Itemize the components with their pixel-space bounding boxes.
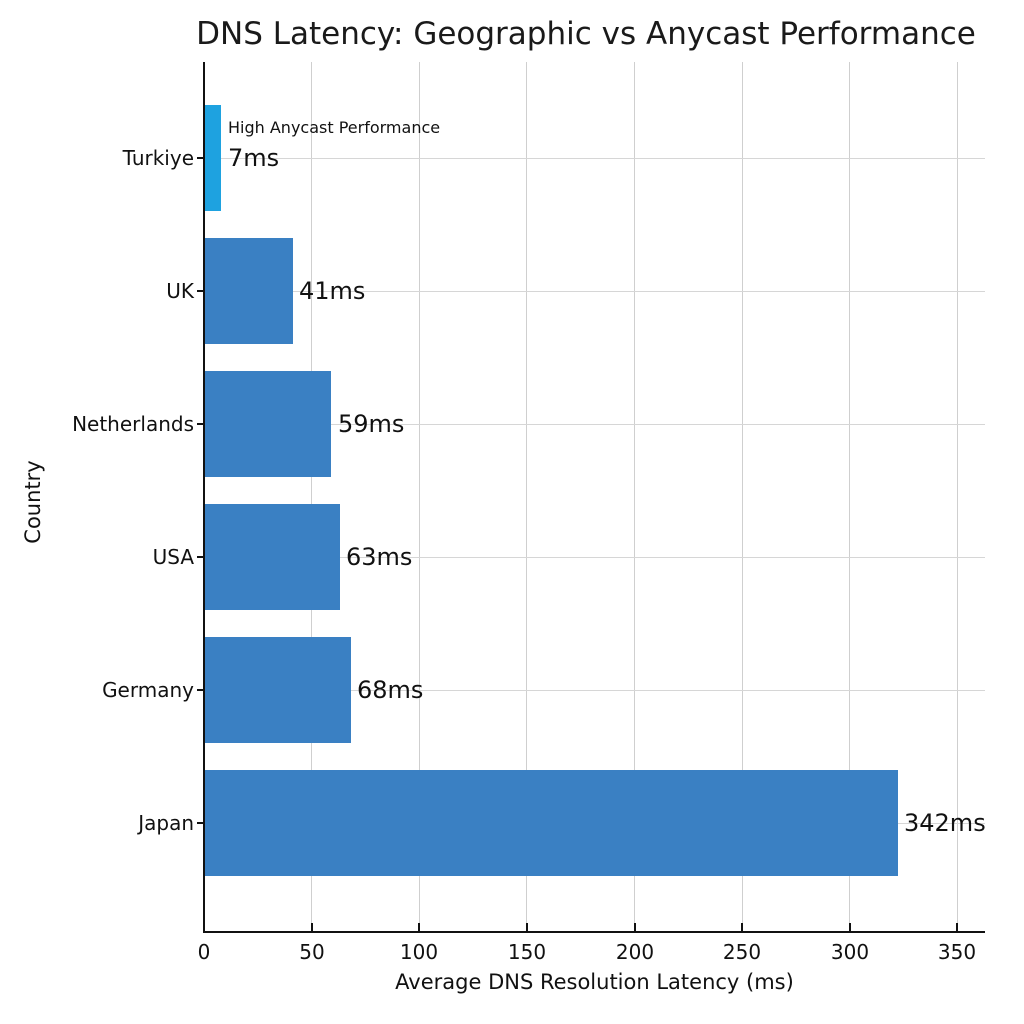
y-tick-mark xyxy=(197,423,204,425)
gridline-x-300 xyxy=(849,62,850,932)
gridline-x-250 xyxy=(742,62,743,932)
gridline-x-50 xyxy=(311,62,312,932)
x-tick-mark xyxy=(741,923,743,932)
gridline-x-100 xyxy=(419,62,420,932)
y-axis-line xyxy=(203,62,205,933)
bar-uk xyxy=(205,238,293,344)
y-tick-label-usa: USA xyxy=(152,545,194,569)
y-tick-label-japan: Japan xyxy=(138,811,194,835)
annotation-high-anycast: High Anycast Performance xyxy=(228,118,441,137)
gridline-y-uk xyxy=(204,291,985,292)
bar-usa xyxy=(205,504,340,610)
chart-title: DNS Latency: Geographic vs Anycast Perfo… xyxy=(196,16,976,52)
y-tick-label-germany: Germany xyxy=(102,678,194,702)
x-axis-label: Average DNS Resolution Latency (ms) xyxy=(395,970,794,994)
y-axis-label: Country xyxy=(21,460,45,544)
gridline-x-350 xyxy=(957,62,958,932)
bar-japan xyxy=(205,770,898,876)
value-label-usa: 63ms xyxy=(346,543,413,571)
x-tick-label: 350 xyxy=(937,940,977,964)
y-tick-label-turkiye: Turkiye xyxy=(122,146,194,170)
gridline-y-usa xyxy=(204,557,985,558)
bar-netherlands xyxy=(205,371,331,477)
x-tick-label: 300 xyxy=(830,940,870,964)
value-label-netherlands: 59ms xyxy=(338,410,405,438)
x-tick-mark xyxy=(203,923,205,932)
y-tick-label-netherlands: Netherlands xyxy=(72,412,194,436)
gridline-x-150 xyxy=(526,62,527,932)
x-tick-label: 150 xyxy=(507,940,547,964)
y-tick-mark xyxy=(197,157,204,159)
x-tick-label: 50 xyxy=(299,940,325,964)
bar-germany xyxy=(205,637,351,743)
x-tick-label: 100 xyxy=(399,940,439,964)
y-tick-mark xyxy=(197,689,204,691)
x-tick-mark xyxy=(956,923,958,932)
x-axis-line xyxy=(203,931,985,933)
x-tick-label: 200 xyxy=(615,940,655,964)
y-tick-mark xyxy=(197,290,204,292)
gridline-y-germany xyxy=(204,690,985,691)
x-tick-label: 0 xyxy=(197,940,211,964)
x-tick-mark xyxy=(634,923,636,932)
x-tick-mark xyxy=(849,923,851,932)
y-tick-mark xyxy=(197,822,204,824)
gridline-y-netherlands xyxy=(204,424,985,425)
value-label-turkiye: 7ms xyxy=(228,144,280,172)
x-tick-mark xyxy=(311,923,313,932)
x-tick-mark xyxy=(526,923,528,932)
x-tick-mark xyxy=(418,923,420,932)
x-tick-label: 250 xyxy=(722,940,762,964)
gridline-x-200 xyxy=(634,62,635,932)
gridline-y-turkiye xyxy=(204,158,985,159)
value-label-uk: 41ms xyxy=(299,277,366,305)
value-label-germany: 68ms xyxy=(357,676,424,704)
value-label-japan: 342ms xyxy=(904,809,986,837)
bar-turkiye xyxy=(205,105,221,211)
y-tick-label-uk: UK xyxy=(166,279,194,303)
y-tick-mark xyxy=(197,556,204,558)
